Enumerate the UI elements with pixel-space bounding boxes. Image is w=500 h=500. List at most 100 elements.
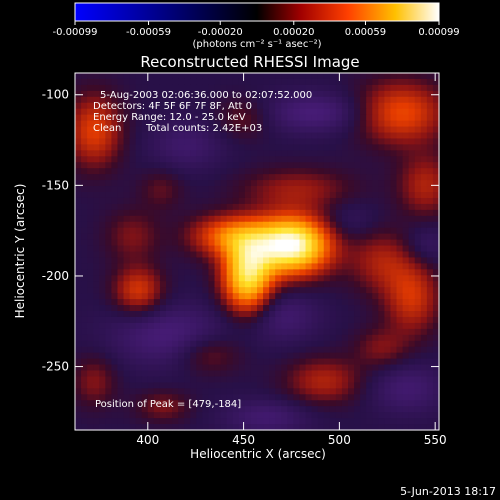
heatmap-cell xyxy=(293,382,301,389)
heatmap-cell xyxy=(402,275,410,282)
heatmap-cell xyxy=(384,156,392,163)
heatmap-cell xyxy=(299,424,307,431)
heatmap-cell xyxy=(123,108,131,116)
heatmap-cell xyxy=(341,126,349,134)
heatmap-cell xyxy=(75,90,82,98)
heatmap-cell xyxy=(166,174,173,181)
heatmap-cell xyxy=(129,102,137,110)
heatmap-cell xyxy=(117,424,125,431)
heatmap-cell xyxy=(135,424,143,431)
heatmap-cell xyxy=(426,162,434,169)
heatmap-cell xyxy=(408,322,416,330)
heatmap-cell xyxy=(87,174,94,181)
heatmap-cell xyxy=(299,346,307,354)
heatmap-cell xyxy=(275,108,282,116)
heatmap-cell xyxy=(341,73,349,80)
heatmap-cell xyxy=(111,334,119,342)
heatmap-cell xyxy=(378,203,385,211)
heatmap-cell xyxy=(432,418,440,425)
heatmap-cell xyxy=(378,215,385,223)
heatmap-cell xyxy=(232,126,240,134)
heatmap-cell xyxy=(105,239,112,247)
heatmap-cell xyxy=(378,328,385,336)
heatmap-cell xyxy=(117,239,125,247)
heatmap-cell xyxy=(354,168,361,175)
heatmap-cell xyxy=(257,120,264,128)
heatmap-cell xyxy=(172,102,179,110)
heatmap-cell xyxy=(135,102,143,110)
heatmap-cell xyxy=(360,96,367,104)
heatmap-cell xyxy=(426,418,434,425)
heatmap-cell xyxy=(287,215,294,223)
heatmap-cell xyxy=(147,114,155,122)
heatmap-cell xyxy=(214,305,222,312)
heatmap-cell xyxy=(432,126,440,134)
heatmap-cell xyxy=(202,126,210,134)
heatmap-cell xyxy=(402,394,410,401)
heatmap-cell xyxy=(166,233,173,241)
heatmap-cell xyxy=(257,328,264,336)
heatmap-cell xyxy=(141,192,149,199)
heatmap-cell xyxy=(220,400,228,407)
heatmap-cell xyxy=(275,239,282,247)
heatmap-cell xyxy=(329,275,337,282)
heatmap-cell xyxy=(420,203,428,211)
heatmap-cell xyxy=(220,346,228,354)
heatmap-cell xyxy=(220,156,228,163)
heatmap-cell xyxy=(299,400,307,407)
heatmap-cell xyxy=(87,84,94,92)
heatmap-cell xyxy=(275,293,282,300)
heatmap-cell xyxy=(305,239,313,247)
heatmap-cell xyxy=(263,406,270,413)
heatmap-cell xyxy=(378,227,385,235)
heatmap-cell xyxy=(87,406,94,413)
heatmap-cell xyxy=(287,316,294,324)
heatmap-cell xyxy=(420,126,428,134)
heatmap-cell xyxy=(202,364,210,372)
heatmap-cell xyxy=(99,138,106,145)
heatmap-cell xyxy=(172,305,179,312)
heatmap-cell xyxy=(184,346,191,354)
heatmap-cell xyxy=(99,328,106,336)
heatmap-cell xyxy=(360,233,367,241)
heatmap-cell xyxy=(287,364,294,372)
heatmap-cell xyxy=(159,281,167,288)
heatmap-cell xyxy=(269,114,276,122)
heatmap-cell xyxy=(311,334,319,342)
heatmap-cell xyxy=(287,406,294,413)
heatmap-cell xyxy=(311,120,319,128)
heatmap-cell xyxy=(190,84,197,92)
heatmap-cell xyxy=(329,114,337,122)
heatmap-cell xyxy=(129,299,137,306)
heatmap-cell xyxy=(129,209,137,217)
heatmap-cell xyxy=(378,400,385,407)
heatmap-cell xyxy=(384,263,392,270)
heatmap-cell xyxy=(226,412,234,419)
heatmap-cell xyxy=(378,340,385,348)
heatmap-cell xyxy=(250,358,258,366)
heatmap-cell xyxy=(263,84,270,92)
heatmap-cell xyxy=(141,311,149,318)
heatmap-cell xyxy=(250,406,258,413)
heatmap-cell xyxy=(341,281,349,288)
heatmap-cell xyxy=(426,388,434,395)
heatmap-cell xyxy=(184,245,191,253)
heatmap-cell xyxy=(214,203,222,211)
heatmap-cell xyxy=(335,203,343,211)
heatmap-cell xyxy=(153,376,161,383)
heatmap-cell xyxy=(190,328,197,336)
heatmap-cell xyxy=(348,287,355,294)
heatmap-cell xyxy=(220,418,228,425)
heatmap-cell xyxy=(123,275,131,282)
heatmap-cell xyxy=(275,316,282,324)
heatmap-cell xyxy=(414,102,422,110)
heatmap-cell xyxy=(305,227,313,235)
heatmap-cell xyxy=(414,168,422,175)
heatmap-cell xyxy=(420,352,428,360)
heatmap-cell xyxy=(244,364,252,372)
heatmap-cell xyxy=(244,209,252,217)
heatmap-cell xyxy=(141,275,149,282)
heatmap-cell xyxy=(202,84,210,92)
heatmap-cell xyxy=(75,364,82,372)
heatmap-cell xyxy=(99,340,106,348)
